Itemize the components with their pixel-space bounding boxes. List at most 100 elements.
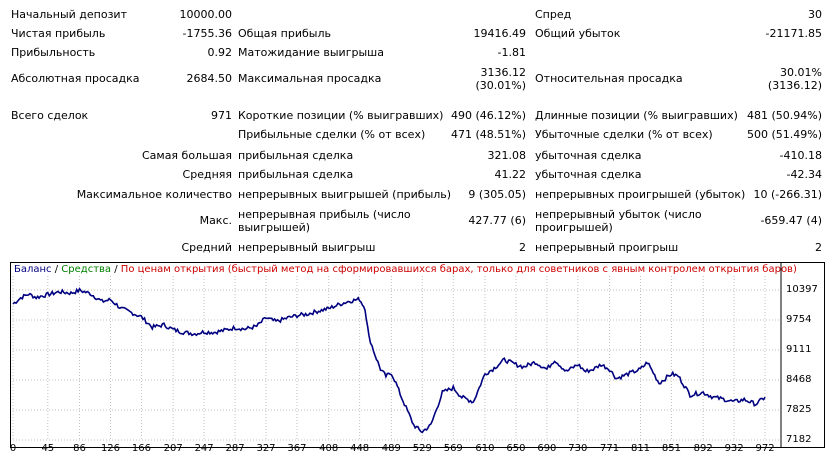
profit-trades-label: Прибыльные сделки (% от всех) (238, 128, 426, 141)
x-tick-label: 690 (537, 443, 557, 454)
spread-value: 30 (808, 8, 822, 21)
max-consecutive-profit-value: 427.77 (6) (468, 214, 526, 227)
loss-trades-value: 500 (51.49%) (746, 128, 822, 141)
profit-factor-value: 0.92 (207, 46, 233, 59)
x-tick-label: 126 (100, 443, 121, 454)
initial-deposit-value: 10000.00 (179, 8, 233, 21)
max-drawdown-label: Максимальная просадка (238, 72, 382, 85)
x-tick-label: 287 (225, 443, 245, 454)
avg-consecutive-losses-value: 2 (815, 241, 822, 254)
x-tick-label: 932 (724, 443, 744, 454)
max-consecutive-losses-value: 10 (-266.31) (753, 188, 822, 201)
largest-profit-value: 321.08 (487, 149, 527, 162)
x-tick-label: 972 (755, 443, 775, 454)
x-tick-label: 408 (319, 443, 339, 454)
largest-profit-label: прибыльная сделка (238, 149, 354, 162)
expected-payoff-label: Матожидание выигрыша (238, 46, 384, 59)
initial-deposit-label: Начальный депозит (11, 8, 127, 21)
x-tick-label: 771 (600, 443, 620, 454)
avg-consecutive-wins-value: 2 (519, 241, 526, 254)
x-tick-label: 811 (630, 443, 651, 454)
x-tick-label: 851 (661, 443, 681, 454)
total-trades-label: Всего сделок (11, 109, 89, 122)
max-drawdown-value: 3136.12 (480, 66, 527, 79)
average-loss-label: убыточная сделка (535, 168, 642, 181)
legend-equity: Средства (61, 264, 112, 275)
chart-legend: Баланс / Средства / По ценам открытия (б… (14, 264, 797, 275)
average-label: Средняя (182, 168, 232, 181)
legend-separator: / (114, 264, 118, 275)
profit-trades-value: 471 (48.51%) (450, 128, 526, 141)
gross-profit-label: Общая прибыль (238, 27, 331, 40)
legend-separator: / (54, 264, 59, 275)
x-tick-label: 610 (475, 443, 495, 454)
absolute-drawdown-value: 2684.50 (186, 72, 233, 85)
max-consecutive-wins-label: непрерывных выигрышей (прибыль) (238, 188, 452, 201)
largest-label: Самая большая (141, 149, 232, 162)
short-positions-label: Короткие позиции (% выигравших) (238, 109, 444, 122)
max-consecutive-loss-value: -659.47 (4) (760, 214, 822, 227)
report-summary: Начальный депозит 10000.00 Спред 30 Чист… (11, 8, 822, 254)
chart-grid (12, 276, 779, 441)
legend-balance: Баланс (14, 264, 52, 275)
average-loss-value: -42.34 (786, 168, 822, 181)
y-tick-label: 9111 (786, 344, 812, 356)
x-tick-label: 529 (412, 443, 432, 454)
x-tick-label: 730 (568, 443, 588, 454)
spread-label: Спред (535, 8, 572, 21)
x-tick-label: 489 (381, 443, 401, 454)
x-tick-label: 892 (693, 443, 713, 454)
balance-chart-frame (10, 262, 825, 448)
max-consecutive-profit-label: непрерывная прибыль (число выигрышей) (238, 208, 411, 234)
y-tick-label: 9754 (786, 314, 812, 326)
legend-test-mode: По ценам открытия (быстрый метод на сфор… (120, 264, 797, 275)
short-positions-value: 490 (46.12%) (450, 109, 526, 122)
x-tick-label: 86 (73, 443, 86, 454)
y-tick-label: 7182 (786, 434, 812, 445)
gross-loss-label: Общий убыток (535, 27, 621, 40)
long-positions-label: Длинные позиции (% выигравших) (535, 109, 738, 122)
balance-series-line (12, 287, 766, 434)
max-label: Макс. (199, 214, 232, 227)
absolute-drawdown-label: Абсолютная просадка (11, 72, 140, 85)
largest-loss-label: убыточная сделка (535, 149, 642, 162)
loss-trades-label: Убыточные сделки (% от всех) (535, 128, 713, 141)
y-tick-label: 10397 (786, 284, 818, 296)
x-tick-label: 247 (194, 443, 214, 454)
relative-drawdown-percent: 30.01% (780, 66, 822, 79)
max-consecutive-wins-value: 9 (305.05) (468, 188, 526, 201)
total-trades-value: 971 (211, 109, 232, 122)
max-drawdown-percent: (30.01%) (475, 79, 526, 92)
max-consecutive-loss-label: непрерывный убыток (число проигрышей) (535, 208, 702, 234)
relative-drawdown-value: (3136.12) (767, 79, 822, 92)
x-tick-label: 45 (41, 443, 55, 454)
average-profit-value: 41.22 (494, 168, 527, 181)
long-positions-value: 481 (50.94%) (746, 109, 822, 122)
largest-loss-value: -410.18 (779, 149, 822, 162)
relative-drawdown-label: Относительная просадка (535, 72, 683, 85)
avg-label: Средний (181, 241, 232, 254)
x-tick-label: 207 (163, 443, 183, 454)
avg-consecutive-losses-label: непрерывный проигрыш (535, 241, 679, 254)
max-count-label: Максимальное количество (76, 188, 232, 201)
x-tick-label: 569 (443, 443, 463, 454)
net-profit-label: Чистая прибыль (11, 27, 106, 40)
x-tick-label: 367 (287, 443, 307, 454)
net-profit-value: -1755.36 (182, 27, 232, 40)
avg-consecutive-wins-label: непрерывный выигрыш (238, 241, 376, 254)
max-consecutive-losses-label: непрерывных проигрышей (убыток) (535, 188, 746, 201)
gross-loss-value: -21171.85 (765, 27, 822, 40)
expected-payoff-value: -1.81 (497, 46, 526, 59)
average-profit-label: прибыльная сделка (238, 168, 354, 181)
x-tick-label: 166 (131, 443, 151, 454)
y-tick-label: 7825 (786, 404, 812, 415)
x-tick-label: 0 (9, 443, 17, 454)
gross-profit-value: 19416.49 (473, 27, 527, 40)
x-axis: 0 45 86 126 166 207 247 287 327 367 408 448 489 529 56… (0, 442, 838, 462)
x-tick-label: 650 (506, 443, 526, 454)
y-tick-label: 8468 (786, 374, 812, 385)
profit-factor-label: Прибыльность (11, 46, 96, 59)
x-tick-label: 327 (256, 443, 276, 454)
x-tick-label: 448 (350, 443, 370, 454)
